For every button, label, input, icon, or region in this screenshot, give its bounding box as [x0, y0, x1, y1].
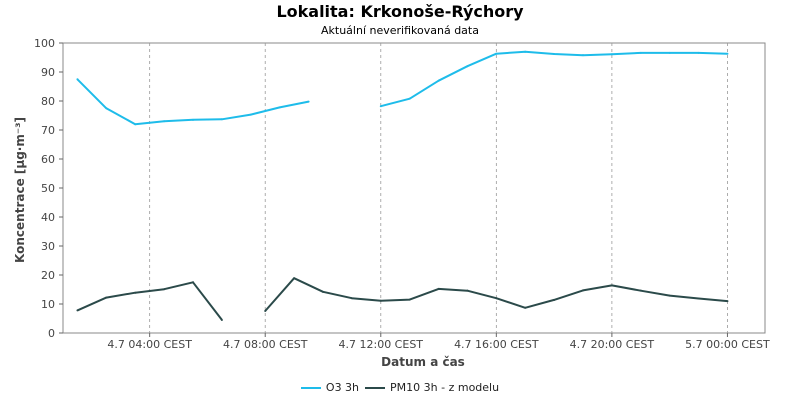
- data-point-pm10: [524, 306, 527, 309]
- data-point-o3: [582, 54, 584, 57]
- data-point-o3: [163, 120, 166, 123]
- y-tick-label: 90: [41, 66, 55, 79]
- x-tick-label: 4.7 12:00 CEST: [339, 338, 424, 351]
- data-point-pm10: [293, 277, 296, 280]
- data-point-o3: [249, 113, 252, 116]
- data-point-pm10: [76, 309, 79, 312]
- data-point-pm10: [264, 309, 267, 312]
- data-point-o3: [134, 123, 137, 126]
- data-point-o3: [192, 118, 194, 121]
- data-point-o3: [495, 52, 498, 55]
- x-tick-label: 4.7 04:00 CEST: [107, 338, 192, 351]
- y-tick-label: 50: [41, 182, 55, 195]
- axis-layer: 4.7 04:00 CEST 4.7 08:00 CEST 4.7 12:00 CE…: [34, 37, 770, 351]
- y-tick-label: 40: [41, 211, 55, 224]
- data-point-o3: [466, 65, 469, 68]
- data-point-pm10: [134, 291, 137, 294]
- chart-subtitle: Aktuální neverifikovaná data: [321, 24, 479, 37]
- data-point-pm10: [163, 288, 166, 291]
- data-point-o3: [553, 53, 556, 56]
- data-point-pm10: [220, 318, 223, 321]
- data-point-pm10: [610, 284, 613, 287]
- data-point-o3: [379, 105, 382, 108]
- data-point-pm10: [553, 298, 556, 301]
- y-tick-label: 20: [41, 269, 55, 282]
- y-tick-label: 80: [41, 95, 55, 108]
- data-point-o3: [668, 51, 671, 54]
- series-layer: [76, 50, 729, 321]
- data-point-pm10: [639, 289, 642, 292]
- data-point-pm10: [192, 281, 194, 284]
- legend-label-pm10: PM10 3h - z modelu: [390, 381, 500, 394]
- data-point-pm10: [495, 297, 498, 300]
- legend-item-pm10: PM10 3h - z modelu: [365, 381, 499, 394]
- data-point-o3: [220, 118, 223, 121]
- y-tick-label: 30: [41, 240, 55, 253]
- data-point-pm10: [379, 299, 382, 302]
- x-tick-label: 4.7 08:00 CEST: [223, 338, 308, 351]
- data-point-pm10: [582, 289, 584, 292]
- y-tick-label: 10: [41, 298, 55, 311]
- legend-item-o3: O3 3h: [300, 381, 360, 394]
- y-axis-title: Koncentrace [µg·m⁻³]: [13, 117, 27, 263]
- data-point-pm10: [408, 298, 411, 301]
- data-point-o3: [105, 107, 108, 110]
- x-tick-label: 4.7 16:00 CEST: [454, 338, 539, 351]
- data-point-o3: [524, 50, 527, 53]
- data-point-pm10: [322, 290, 324, 293]
- data-point-pm10: [726, 300, 729, 303]
- legend-label-o3: O3 3h: [325, 381, 360, 394]
- chart-title: Lokalita: Krkonoše-Rýchory: [276, 2, 524, 21]
- legend-swatch-pm10: [365, 386, 386, 389]
- data-point-o3: [408, 97, 411, 100]
- data-point-o3: [437, 79, 440, 82]
- data-point-o3: [639, 51, 642, 54]
- data-point-pm10: [466, 289, 469, 292]
- legend-swatch-o3: [300, 386, 321, 389]
- y-tick-label: 60: [41, 153, 55, 166]
- data-point-pm10: [105, 296, 108, 299]
- grid-layer: [62, 42, 766, 334]
- x-axis-title: Datum a čas: [381, 355, 465, 369]
- data-point-pm10: [350, 297, 353, 300]
- data-point-o3: [610, 53, 613, 56]
- legend: O3 3h PM10 3h - z modelu: [0, 381, 800, 394]
- data-point-o3: [278, 106, 281, 109]
- x-tick-label: 4.7 20:00 CEST: [570, 338, 655, 351]
- data-point-pm10: [697, 297, 700, 300]
- y-tick-label: 0: [48, 327, 55, 340]
- data-point-o3: [697, 51, 700, 54]
- data-point-o3: [726, 52, 729, 55]
- data-point-o3: [76, 78, 79, 81]
- y-tick-label: 100: [34, 37, 55, 50]
- data-point-pm10: [437, 287, 440, 290]
- series-line-pm10: [76, 281, 223, 321]
- data-point-pm10: [668, 294, 671, 297]
- plot-area: [62, 42, 766, 334]
- x-tick-label: 5.7 00:00 CEST: [685, 338, 770, 351]
- data-point-o3: [307, 100, 310, 103]
- y-tick-label: 70: [41, 124, 55, 137]
